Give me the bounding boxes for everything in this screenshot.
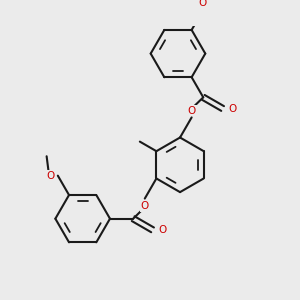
Text: O: O xyxy=(199,0,207,8)
Text: O: O xyxy=(228,103,236,113)
Text: O: O xyxy=(159,225,167,235)
Text: O: O xyxy=(141,201,149,211)
Text: O: O xyxy=(188,106,196,116)
Text: O: O xyxy=(46,171,54,181)
